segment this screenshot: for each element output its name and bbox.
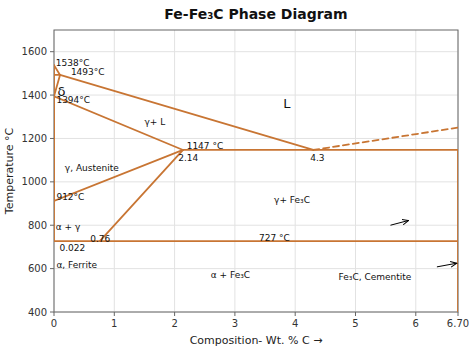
title: Fe-Fe₃C Phase Diagram: [164, 6, 347, 22]
annotation: 912°C: [56, 192, 84, 202]
phase-line: [54, 96, 55, 201]
plot-area: [54, 30, 458, 312]
tick-label: 3: [232, 318, 238, 329]
tick: [295, 312, 296, 316]
tick: [50, 268, 54, 269]
plot-frame: [54, 30, 458, 312]
tick-label: 6.70: [447, 318, 469, 329]
grid-line: [174, 30, 175, 312]
tick-label: 6: [413, 318, 419, 329]
tick: [415, 312, 416, 316]
tick-label: 1200: [22, 133, 47, 144]
annotation: α + γ: [56, 222, 81, 232]
annotation: 1147 °C: [187, 141, 224, 151]
grid-line: [415, 30, 416, 312]
annotation: γ, Austenite: [65, 163, 119, 173]
tick-label: 0: [51, 318, 57, 329]
grid-line: [54, 268, 458, 269]
grid: [54, 30, 458, 312]
annotation: α + Fe₃C: [211, 270, 250, 280]
annotation: 0.76: [90, 234, 110, 244]
x-axis-label: Composition- Wt. % C →: [190, 334, 323, 347]
annotation: α, Ferrite: [56, 260, 97, 270]
tick: [50, 312, 54, 313]
tick: [50, 138, 54, 139]
tick-label: 600: [28, 263, 47, 274]
tick-label: 1400: [22, 90, 47, 101]
chart: 0 1 2 3 4 5 6 6.70 400 600 800 1000 1200 1400 16001 5 3 8…: [0, 0, 474, 355]
annotation: 0.022: [59, 243, 85, 253]
axes: 0 1 2 3 4 5 6 6.70 400 600 800 1000 1200 1400 1600: [22, 30, 470, 329]
tick: [50, 181, 54, 182]
annotation: 1394°C: [56, 95, 90, 105]
annotation: 4.3: [310, 153, 324, 163]
annotation: 2.14: [178, 153, 198, 163]
tick-label: 5: [352, 318, 358, 329]
plot-marks: [54, 65, 458, 312]
grid-line: [54, 51, 458, 52]
grid-line: [54, 138, 458, 139]
tick-label: 4: [292, 318, 298, 329]
grid-line: [54, 181, 458, 182]
grid-line: [295, 30, 296, 312]
grid-line: [355, 30, 356, 312]
tick: [114, 312, 115, 316]
tick: [174, 312, 175, 316]
tick: [458, 312, 459, 316]
annotation: L: [283, 96, 291, 111]
phase-line: [457, 150, 458, 312]
annotation: γ+ Fe₃C: [274, 195, 310, 205]
tick: [50, 95, 54, 96]
phase-line: [60, 75, 313, 150]
tick-label: 2: [171, 318, 177, 329]
tick: [50, 51, 54, 52]
annotation: 1493°C: [71, 67, 105, 77]
arrow: [437, 263, 457, 267]
y-axis-label: Temperature °C: [3, 128, 16, 216]
tick-label: 1: [111, 318, 117, 329]
tick: [54, 312, 55, 316]
phase-line: [313, 128, 458, 150]
annotations: 1538°C1493°Cδ1394°C912°Cγ, Austeniteα + …: [56, 58, 412, 283]
grid-line: [54, 95, 458, 96]
phase-line: [54, 240, 458, 242]
phase-line: [183, 149, 458, 151]
tick: [50, 225, 54, 226]
tick-label: 800: [28, 220, 47, 231]
tick-label: 1000: [22, 176, 47, 187]
annotation: Fe₃C, Cementite: [339, 272, 412, 282]
annotation: γ+ L: [144, 117, 165, 127]
tick-label: 1600: [22, 46, 47, 57]
tick: [234, 312, 235, 316]
tick: [355, 312, 356, 316]
annotation: 727 °C: [259, 233, 290, 243]
arrow: [390, 220, 408, 225]
tick-label: 400: [28, 307, 47, 318]
